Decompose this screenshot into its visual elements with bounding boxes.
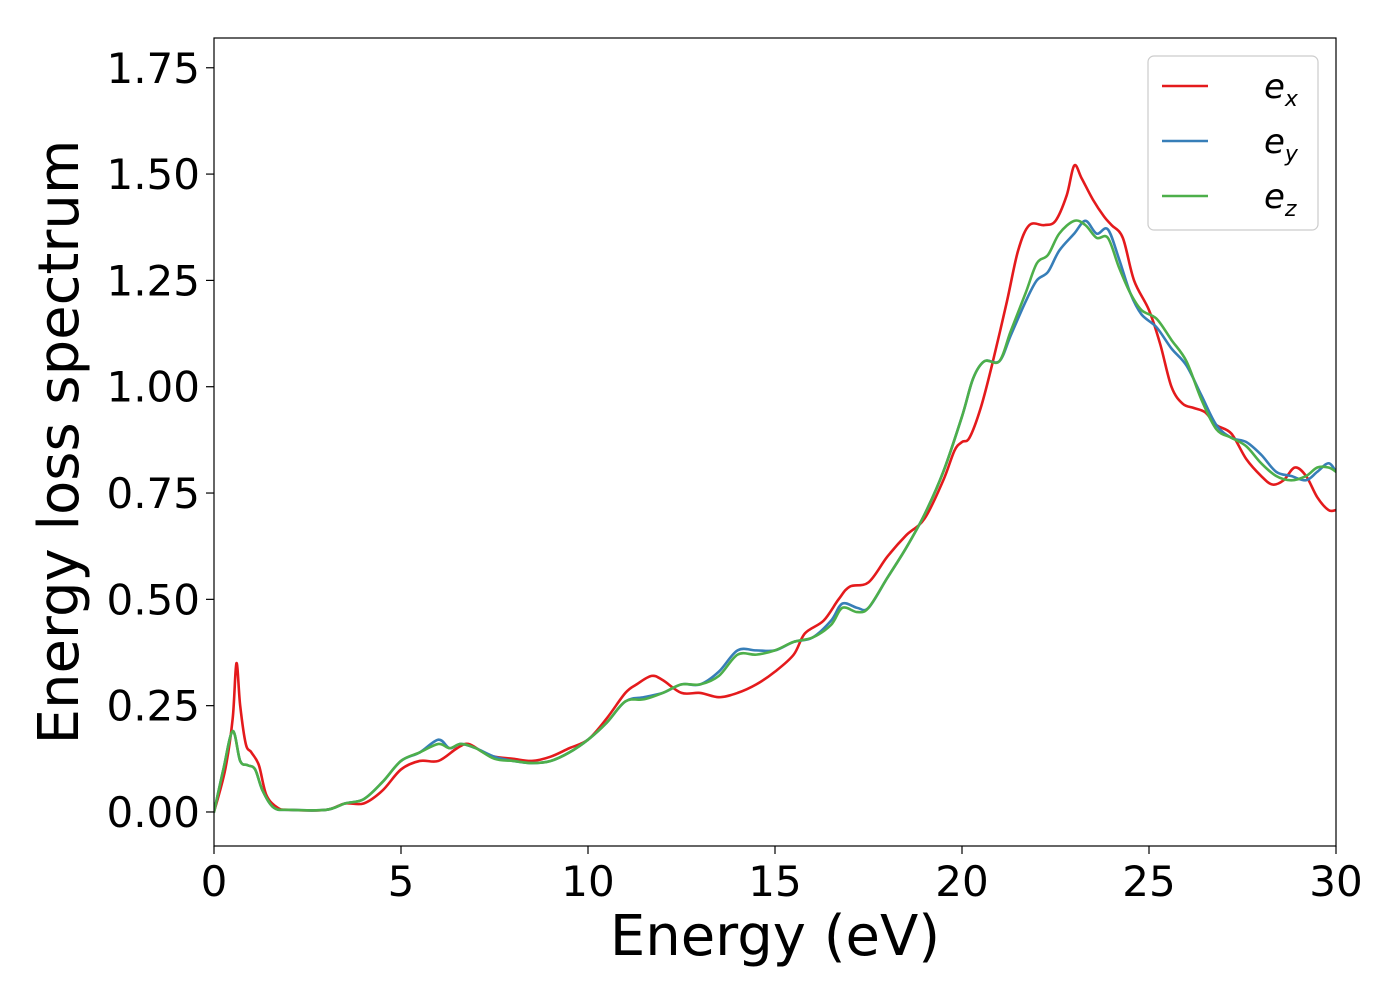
y-tick-label: 1.00 bbox=[106, 363, 200, 412]
x-tick-label: 0 bbox=[201, 857, 228, 906]
x-tick-label: 5 bbox=[388, 857, 415, 906]
x-axis-title: Energy (eV) bbox=[610, 904, 940, 969]
legend-label-e-x: ex bbox=[1264, 67, 1299, 112]
x-tick-label: 15 bbox=[748, 857, 801, 906]
y-tick-label: 0.50 bbox=[106, 575, 200, 624]
y-tick-label: 1.50 bbox=[106, 150, 200, 199]
legend-label-e-y: ey bbox=[1264, 122, 1299, 167]
x-tick-label: 25 bbox=[1122, 857, 1175, 906]
y-tick-label: 1.25 bbox=[106, 256, 200, 305]
x-tick-label: 10 bbox=[561, 857, 614, 906]
y-axis-title: Energy loss spectrum bbox=[27, 140, 92, 745]
x-tick-label: 30 bbox=[1309, 857, 1362, 906]
legend-label-e-z: ez bbox=[1264, 177, 1297, 222]
legend-box bbox=[1147, 55, 1319, 231]
y-tick-label: 0.00 bbox=[106, 788, 200, 837]
y-axis-ticks: 0.00 0.25 0.50 0.75 1.00 1.25 1.50 1.75 bbox=[106, 44, 214, 837]
y-tick-label: 0.75 bbox=[106, 469, 200, 518]
plot-lines bbox=[214, 163, 1336, 814]
y-tick-label: 0.25 bbox=[106, 682, 200, 731]
legend: ex ey ez bbox=[1147, 55, 1319, 231]
plot-frame bbox=[213, 37, 1337, 847]
y-tick-label: 1.75 bbox=[106, 44, 200, 93]
x-axis-ticks: 0 5 10 15 20 25 30 bbox=[201, 846, 1363, 906]
series-line-e-x bbox=[214, 163, 1336, 814]
series-line-e-z bbox=[214, 219, 1336, 814]
x-tick-label: 20 bbox=[935, 857, 988, 906]
